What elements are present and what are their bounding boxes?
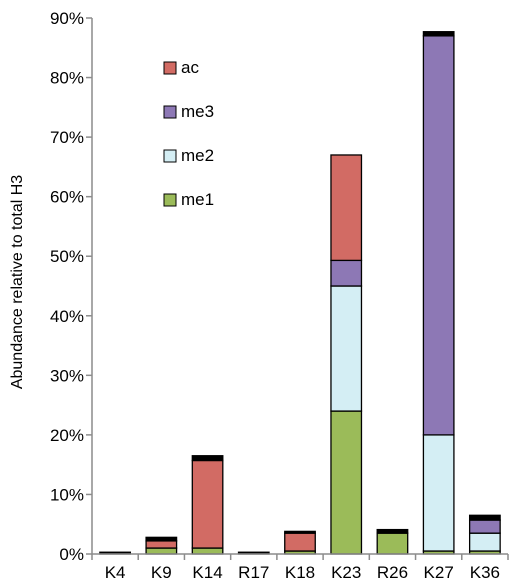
bar-segment-cap <box>191 455 224 462</box>
bar-segment-me2 <box>468 532 501 552</box>
bar-segment-ac <box>145 540 178 549</box>
bars <box>99 31 501 555</box>
bar-segment-ac <box>284 532 316 552</box>
bar-segment-ac <box>191 459 224 549</box>
y-tick-label: 40% <box>50 307 84 326</box>
bar-segment-me1 <box>376 532 409 555</box>
y-tick-label: 80% <box>50 69 84 88</box>
x-tick-label: K27 <box>424 563 454 582</box>
legend-label: ac <box>181 58 199 77</box>
bar-segment-cap <box>145 536 178 542</box>
x-axis-ticks: K4 K9 K14 R17 K18 K23 R26 K27 K36 <box>91 554 509 582</box>
bar-segment-cap <box>376 528 409 534</box>
bar-stack-k14 <box>191 455 224 555</box>
x-tick-label: K18 <box>285 563 315 582</box>
bar-segment-ac <box>330 154 363 262</box>
y-tick-label: 50% <box>50 247 84 266</box>
y-tick-label: 10% <box>50 485 84 504</box>
legend-swatch <box>163 105 177 119</box>
legend-swatch <box>163 61 177 75</box>
y-tick-label: 70% <box>50 128 84 147</box>
y-axis-title: Abundance relative to total H3 <box>9 175 26 389</box>
x-tick-label: K23 <box>331 563 361 582</box>
y-tick-label: 60% <box>50 188 84 207</box>
bar-stack-k18 <box>284 530 316 555</box>
bar-segment-cap <box>468 514 501 521</box>
x-tick-label: K14 <box>192 563 222 582</box>
y-axis-title-group: Abundance relative to total H3 <box>9 175 26 389</box>
y-tick-label: 20% <box>50 426 84 445</box>
legend-item-me2: me2 <box>163 146 214 165</box>
x-tick-label: K36 <box>470 563 500 582</box>
x-tick-label: K9 <box>151 563 172 582</box>
bar-segment-me1 <box>191 547 224 555</box>
legend: ac me3 me2 me1 <box>163 58 214 209</box>
y-tick-label: 0% <box>59 545 84 564</box>
y-tick-label: 30% <box>50 366 84 385</box>
legend-label: me1 <box>181 190 214 209</box>
axes <box>91 18 508 555</box>
bar-segment-me2 <box>330 285 363 412</box>
legend-item-ac: ac <box>163 58 199 77</box>
bar-segment-cap <box>284 530 316 534</box>
bar-segment-me2 <box>422 434 455 552</box>
x-tick-label: R26 <box>377 563 408 582</box>
bar-stack-r26 <box>376 528 409 555</box>
x-tick-label: K4 <box>105 563 126 582</box>
y-axis-ticks: 0% 10% 20% 30% 40% 50% 60% 70% 80% 90% <box>50 9 92 564</box>
legend-label: me3 <box>181 102 214 121</box>
bar-segment-me3 <box>330 259 363 287</box>
bar-segment-me3 <box>468 519 501 534</box>
bar-stack-k27 <box>422 31 455 555</box>
x-tick-label: R17 <box>238 563 269 582</box>
legend-item-me3: me3 <box>163 102 214 121</box>
legend-swatch <box>163 193 177 207</box>
bar-stack-k9 <box>145 536 178 555</box>
bar-segment-me1 <box>145 547 178 555</box>
legend-swatch <box>163 149 177 163</box>
bar-segment-me3 <box>422 35 455 436</box>
legend-item-me1: me1 <box>163 190 214 209</box>
y-tick-label: 90% <box>50 9 84 28</box>
bar-segment-cap <box>422 31 455 37</box>
bar-stack-k23 <box>330 154 363 555</box>
legend-label: me2 <box>181 146 214 165</box>
bar-segment-me1 <box>330 410 363 555</box>
bar-stack-k36 <box>468 514 501 555</box>
